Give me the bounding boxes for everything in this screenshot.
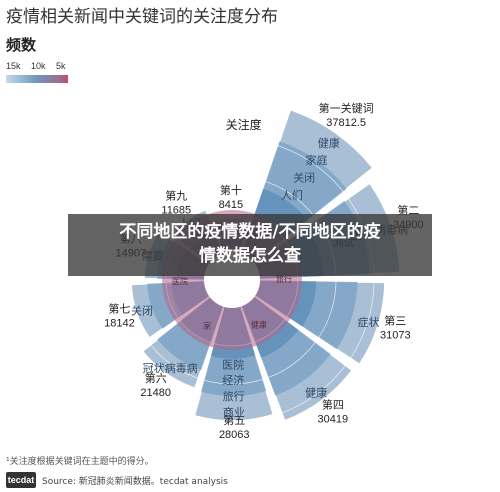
keyword-7-1: 关闭: [131, 304, 153, 318]
footnote: ¹关注度根据关键词在主题中的得分。: [6, 457, 154, 467]
legend-tick-15k: 15k: [6, 61, 21, 71]
topic-label-1: 第一关键词: [319, 101, 374, 115]
topic-label-2: 第二: [397, 203, 419, 217]
legend-title: 频数: [6, 36, 37, 54]
banner-line-2: 情数据怎么查: [199, 246, 301, 266]
legend-color-bar: [6, 75, 68, 83]
grid-circle-2: [127, 175, 337, 385]
source-text: Source: 新冠肺炎新闻数据。tecdat analysis: [42, 477, 228, 487]
legend-tick-10k: 10k: [31, 61, 46, 71]
keyword-1-4: 人们: [281, 188, 303, 202]
keyword-1-2: 家庭: [305, 153, 327, 167]
grid-circle-3: [89, 137, 375, 423]
keyword-5-3: 经济: [222, 373, 244, 387]
topic-score-3: 31073: [380, 330, 411, 342]
topic-score-10: 8415: [219, 199, 243, 211]
keyword-5-2: 旅行: [223, 389, 245, 403]
banner-line-1: 不同地区的疫情数据/不同地区的疫: [119, 222, 381, 242]
keyword-1-3: 关闭: [293, 171, 315, 185]
topic-score-5: 28063: [219, 429, 250, 441]
topic-score-4: 30419: [318, 414, 349, 426]
topic-label-4: 第四: [322, 398, 344, 412]
inner-word-5: 医院: [172, 276, 188, 286]
keyword-4-1: 健康: [305, 385, 327, 399]
brand-logo: tecdat: [6, 472, 36, 488]
topic-label-5: 第五: [223, 413, 245, 427]
inner-word-4: 家: [203, 321, 211, 331]
legend-tick-5k: 5k: [56, 61, 66, 71]
topic-score-7: 18142: [104, 317, 135, 329]
keyword-5-4: 医院: [222, 357, 244, 371]
keyword-1-1: 健康: [318, 136, 340, 150]
inner-word-2: 旅行: [276, 274, 292, 284]
keyword-6-1: 冠状病毒病: [143, 361, 198, 375]
inner-word-3: 健康: [251, 319, 267, 329]
topic-label-9: 第九: [165, 189, 187, 203]
chart-title: 疫情相关新闻中关键词的关注度分布: [6, 7, 278, 27]
topic-label-6: 第六: [145, 371, 167, 385]
keyword-3-1: 症状: [358, 315, 380, 329]
topic-label-3: 第三: [384, 314, 406, 328]
keyword-5-1: 商业: [223, 405, 245, 419]
overlay-banner: 不同地区的疫情数据/不同地区的疫 情数据怎么查: [68, 214, 432, 276]
topic-label-10: 第十: [220, 183, 242, 197]
topic-label-7: 第七: [108, 301, 130, 315]
axis-label: 关注度: [226, 117, 262, 132]
topic-score-9: 11685: [161, 205, 191, 217]
topic-score-6: 21480: [140, 387, 171, 399]
topic-score-1: 37812.5: [326, 117, 366, 129]
chart-footer: ¹关注度根据关键词在主题中的得分。 tecdat Source: 新冠肺炎新闻数…: [0, 446, 500, 492]
